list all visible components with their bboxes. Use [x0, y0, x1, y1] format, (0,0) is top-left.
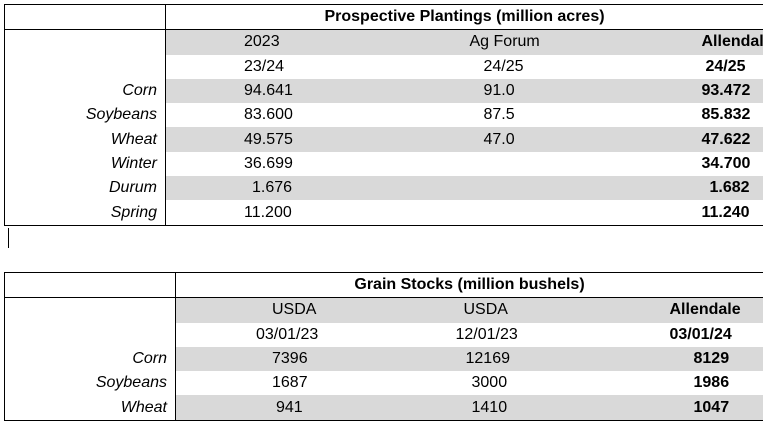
cell-value: 12169 [375, 346, 576, 372]
corner-cell [4, 271, 176, 299]
cell-value: 91.0 [365, 78, 566, 104]
cell-value: 49.575 [165, 127, 366, 152]
column-header: Ag Forum [365, 29, 566, 55]
cell-value [365, 200, 566, 226]
row-label: Wheat [4, 127, 166, 152]
table-row: Spring 11.200 11.240 [4, 200, 763, 226]
column-subheader: 24/25 [565, 54, 763, 79]
grain-stocks-table: Grain Stocks (million bushels) USDA USDA… [4, 271, 763, 421]
column-header: Allendale [565, 29, 763, 55]
cell-value: 11.240 [565, 200, 763, 226]
column-header: USDA [375, 297, 576, 323]
row-label: Durum [4, 176, 166, 201]
cell-value [366, 152, 566, 176]
cell-value: 8129 [575, 346, 763, 372]
cell-value: 83.600 [244, 106, 293, 124]
cell-value: 93.472 [565, 78, 763, 104]
corner-cell [4, 3, 166, 31]
column-header: Allendale [575, 297, 763, 323]
column-header: 2023 [165, 29, 366, 55]
row-label: Wheat [4, 395, 176, 421]
row-label: Corn [4, 78, 166, 104]
cell-value: 36.699 [244, 154, 293, 172]
cell-value: 47.0 [365, 127, 566, 152]
row-label: Corn [4, 346, 176, 372]
cell-value: 7396 [175, 346, 376, 372]
cell-value: 1.682 [565, 176, 763, 201]
cell-value: 85.832 [565, 103, 763, 128]
cell-value: 1.676 [165, 176, 366, 201]
cell-value: 34.700 [565, 151, 763, 177]
table-row: Corn 7396 12169 8129 [4, 346, 763, 372]
cell-value: 3000 [471, 374, 508, 392]
cell-value: 11.200 [165, 200, 366, 226]
column-header: USDA [175, 297, 376, 323]
cell-value: 87.5 [483, 106, 515, 124]
cell-value [365, 176, 566, 201]
prospective-plantings-table: Prospective Plantings (million acres) 20… [4, 3, 763, 226]
column-subheader: 03/01/23 [256, 325, 319, 343]
table-row: Soybeans 1687 3000 1986 [4, 371, 763, 396]
column-subheader: 23/24 [244, 57, 285, 75]
table-row: Durum 1.676 1.682 [4, 176, 763, 201]
column-subheader: 03/01/24 [575, 322, 763, 347]
column-subheader: 12/01/23 [455, 325, 518, 343]
table-title: Grain Stocks (million bushels) [175, 271, 763, 299]
table-row: Winter 36.699 34.700 [4, 151, 763, 177]
column-subheader: 24/25 [483, 57, 524, 75]
row-label: Soybeans [4, 371, 176, 396]
cell-value: 941 [175, 395, 376, 421]
row-label: Winter [4, 151, 166, 177]
row-label: Soybeans [4, 103, 166, 128]
cell-value: 94.641 [165, 78, 366, 104]
table-row: Wheat 941 1410 1047 [4, 395, 763, 421]
table-title: Prospective Plantings (million acres) [165, 3, 763, 31]
cell-value: 1687 [272, 374, 308, 392]
cell-value: 1047 [575, 395, 763, 421]
cell-value: 47.622 [565, 127, 763, 152]
table-row: Corn 94.641 91.0 93.472 [4, 78, 763, 104]
cell-value: 1410 [375, 395, 576, 421]
table-row: Soybeans 83.600 87.5 85.832 [4, 103, 763, 128]
table-row: Wheat 49.575 47.0 47.622 [4, 127, 763, 152]
text-cursor [8, 228, 9, 248]
cell-value: 1986 [575, 371, 763, 396]
row-label: Spring [4, 200, 166, 226]
